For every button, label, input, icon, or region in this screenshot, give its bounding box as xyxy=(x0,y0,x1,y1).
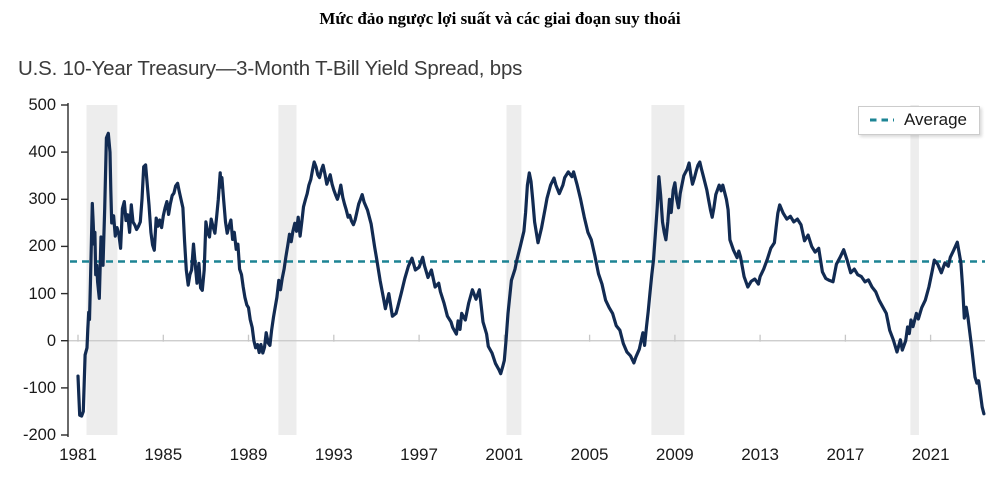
recession-band xyxy=(651,105,685,435)
x-axis-tick-label: 2017 xyxy=(826,445,865,464)
y-axis-tick-label: -200 xyxy=(22,426,56,444)
average-line-icon xyxy=(870,118,894,122)
y-axis-tick-label: 200 xyxy=(28,237,56,256)
x-axis-tick-label: 1997 xyxy=(400,445,438,464)
y-axis-tick-label: 500 xyxy=(28,96,56,114)
y-axis-tick-label: 0 xyxy=(46,331,56,350)
chart-subtitle: U.S. 10-Year Treasury—3-Month T-Bill Yie… xyxy=(18,57,523,80)
page-title: Mức đảo ngược lợi suất và các giai đoạn … xyxy=(319,9,681,28)
y-axis-tick-label: 300 xyxy=(28,190,56,209)
spread-line xyxy=(76,131,986,418)
x-axis-tick-label: 1985 xyxy=(144,445,183,464)
x-axis-tick-label: 1981 xyxy=(59,445,97,464)
x-axis-tick-label: 2013 xyxy=(741,445,780,464)
legend: Average xyxy=(858,106,981,135)
y-axis-tick-label: -100 xyxy=(22,378,56,397)
legend-label: Average xyxy=(904,110,968,129)
x-axis-tick-label: 1993 xyxy=(314,445,353,464)
y-axis-tick-label: 100 xyxy=(28,284,56,303)
x-axis-tick-label: 1989 xyxy=(229,445,268,464)
x-axis-tick-label: 2021 xyxy=(911,445,950,464)
x-axis-tick-label: 2009 xyxy=(655,445,694,464)
y-axis-tick-label: 400 xyxy=(28,143,56,162)
recession-band xyxy=(278,105,297,435)
x-axis-tick-label: 2001 xyxy=(485,445,524,464)
x-axis-tick-label: 2005 xyxy=(570,445,609,464)
recession-band xyxy=(910,105,919,435)
